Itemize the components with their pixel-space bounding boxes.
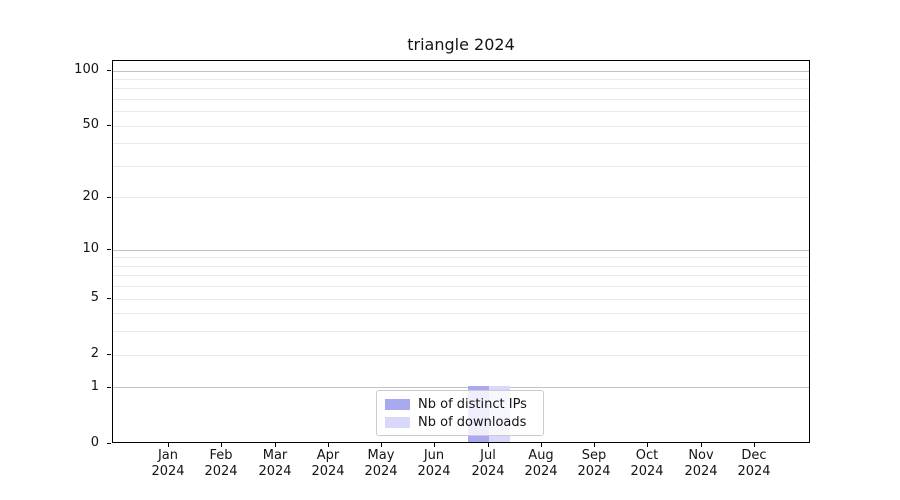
x-tick [328, 443, 329, 447]
x-tick-label: Sep 2024 [577, 448, 611, 479]
y-tick [107, 70, 111, 71]
minor-gridline [113, 166, 809, 167]
y-tick [107, 387, 111, 388]
minor-gridline [113, 266, 809, 267]
legend-item: Nb of distinct IPs [385, 397, 543, 412]
x-tick [594, 443, 595, 447]
x-tick [541, 443, 542, 447]
minor-gridline [113, 331, 809, 332]
minor-gridline [113, 313, 809, 314]
minor-gridline [113, 79, 809, 80]
x-tick [754, 443, 755, 447]
legend-swatch-downloads-icon [385, 416, 410, 428]
legend: Nb of distinct IPs Nb of downloads [376, 390, 544, 436]
y-tick-label: 50 [82, 117, 99, 132]
chart-title: triangle 2024 [407, 35, 515, 54]
minor-gridline [113, 99, 809, 100]
minor-gridline [113, 299, 809, 300]
y-tick [107, 354, 111, 355]
minor-gridline [113, 126, 809, 127]
x-tick [434, 443, 435, 447]
minor-gridline [113, 88, 809, 89]
minor-gridline [113, 111, 809, 112]
x-tick-label: Dec 2024 [737, 448, 771, 479]
legend-label: Nb of downloads [418, 414, 527, 430]
x-tick-label: Apr 2024 [311, 448, 345, 479]
major-gridline [113, 250, 809, 251]
y-tick [107, 298, 111, 299]
y-tick-label: 2 [90, 346, 99, 361]
plot-area [112, 60, 810, 443]
y-tick [107, 443, 111, 444]
legend-label: Nb of distinct IPs [418, 396, 527, 412]
minor-gridline [113, 355, 809, 356]
x-tick [701, 443, 702, 447]
y-tick-label: 100 [74, 62, 99, 77]
minor-gridline [113, 143, 809, 144]
y-tick-label: 5 [90, 290, 99, 305]
x-tick-label: Jan 2024 [151, 448, 185, 479]
minor-gridline [113, 286, 809, 287]
y-tick [107, 249, 111, 250]
minor-gridline [113, 275, 809, 276]
major-gridline [113, 387, 809, 388]
y-tick-label: 1 [90, 379, 99, 394]
major-gridline [113, 71, 809, 72]
legend-swatch-distinct-ips-icon [385, 398, 410, 410]
y-tick [107, 197, 111, 198]
x-tick-label: May 2024 [364, 448, 398, 479]
x-tick-label: Feb 2024 [204, 448, 238, 479]
minor-gridline [113, 197, 809, 198]
y-tick-label: 10 [82, 241, 99, 256]
x-tick [647, 443, 648, 447]
x-tick-label: Oct 2024 [630, 448, 664, 479]
x-tick-label: Jun 2024 [417, 448, 451, 479]
x-tick-label: Jul 2024 [471, 448, 505, 479]
x-tick [275, 443, 276, 447]
x-tick-label: Mar 2024 [258, 448, 292, 479]
x-tick [221, 443, 222, 447]
y-tick [107, 125, 111, 126]
x-tick [488, 443, 489, 447]
x-tick [168, 443, 169, 447]
y-tick-label: 20 [82, 189, 99, 204]
x-tick-label: Aug 2024 [524, 448, 558, 479]
y-tick-label: 0 [90, 435, 99, 450]
x-tick-label: Nov 2024 [684, 448, 718, 479]
minor-gridline [113, 257, 809, 258]
legend-item: Nb of downloads [385, 415, 543, 430]
x-tick [381, 443, 382, 447]
